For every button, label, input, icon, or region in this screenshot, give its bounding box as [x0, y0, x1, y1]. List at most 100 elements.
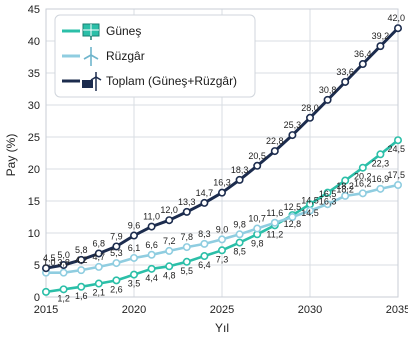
data-label: 9,6 [128, 221, 141, 231]
data-label: 3,5 [128, 279, 141, 289]
x-axis-title: Yıl [215, 321, 229, 335]
data-label: 9,0 [216, 224, 229, 234]
data-point [218, 188, 227, 197]
data-point [393, 24, 402, 33]
legend-label: Güneş [106, 24, 141, 38]
data-label: 3,8 [57, 258, 70, 268]
data-point [59, 268, 68, 277]
data-point [147, 222, 156, 231]
data-point [130, 231, 139, 240]
data-point [376, 184, 385, 193]
data-label: 18,2 [336, 185, 354, 195]
data-labels: 1,2 1,6 2,1 2,63,54,4 4,8 5,56,47,38,59,811,2… [43, 13, 405, 303]
data-point [94, 249, 103, 258]
data-label: 5,8 [75, 245, 88, 255]
solar-panel-icon [82, 23, 100, 40]
legend: Güneş Rüzgâr Toplam (Güneş+Rüzgâr) [54, 14, 256, 98]
data-point [41, 264, 50, 273]
y-tick-label: 20 [28, 164, 40, 176]
data-point [376, 42, 385, 51]
y-tick-label: 10 [28, 228, 40, 240]
data-label: 5,3 [110, 248, 123, 258]
data-point [94, 262, 103, 271]
data-label: 14,5 [301, 208, 319, 218]
data-label: 6,1 [128, 243, 141, 253]
data-point [77, 266, 86, 275]
legend-label: Rüzgâr [106, 49, 145, 63]
data-label: 17,5 [387, 170, 405, 180]
turbine-blade [90, 54, 99, 60]
data-point [59, 285, 68, 294]
data-label: 12,8 [284, 219, 302, 229]
data-point [235, 238, 244, 247]
solar-wind-icon-panel [82, 80, 93, 88]
wind-turbine-icon [83, 47, 99, 66]
data-point [130, 270, 139, 279]
data-point [112, 259, 121, 268]
data-point [393, 136, 402, 145]
data-label: 22,3 [372, 158, 390, 168]
data-label: 4,2 [75, 255, 88, 265]
data-label: 20,2 [354, 172, 372, 182]
data-point [358, 163, 367, 172]
data-point [341, 191, 350, 200]
data-point [77, 282, 86, 291]
y-tick-label: 15 [28, 196, 40, 208]
data-label: 16,5 [319, 189, 337, 199]
data-point [323, 188, 332, 197]
data-point [41, 287, 50, 296]
data-point [253, 224, 262, 233]
y-tick-label: 30 [28, 100, 40, 112]
data-label: 10,7 [248, 214, 266, 224]
solar-wind-icon-blade [90, 76, 97, 81]
data-point [112, 276, 121, 285]
data-label: 4,4 [145, 273, 158, 283]
data-label: 4,5 [43, 253, 56, 263]
data-label: 24,5 [387, 144, 405, 154]
data-label: 11,6 [266, 208, 283, 218]
data-label: 7,8 [181, 232, 194, 242]
data-label: 16,2 [354, 178, 372, 188]
data-point [130, 253, 139, 262]
data-label: 13,3 [178, 197, 196, 207]
data-label: 11,2 [266, 229, 283, 239]
data-label: 7,3 [216, 254, 229, 264]
data-label: 4,8 [163, 270, 176, 280]
y-tick-label: 0 [34, 292, 40, 304]
x-tick-label: 2015 [34, 304, 58, 316]
data-label: 2,1 [93, 288, 106, 298]
y-tick-label: 40 [28, 36, 40, 48]
data-label: 30,8 [319, 85, 337, 95]
data-point [200, 239, 209, 248]
data-point [59, 260, 68, 269]
y-tick-label: 45 [28, 4, 40, 16]
data-point [165, 262, 174, 271]
data-point [218, 246, 227, 255]
data-label: 18,2 [336, 181, 354, 191]
legend-label: Toplam (Güneş+Rüzgâr) [106, 74, 237, 88]
x-tick-label: 2020 [122, 304, 146, 316]
data-label: 39,2 [372, 31, 390, 41]
x-tick-label: 2025 [210, 304, 234, 316]
data-label: 7,9 [110, 231, 123, 241]
data-point [165, 246, 174, 255]
data-label: 14,7 [196, 188, 214, 198]
data-point [288, 213, 297, 222]
data-point [147, 250, 156, 259]
y-tick-label: 25 [28, 132, 40, 144]
data-label: 5,5 [181, 266, 194, 276]
data-label: 8,5 [233, 247, 246, 257]
data-label: 6,4 [198, 260, 211, 270]
data-label: 4,7 [93, 252, 106, 262]
data-point [305, 206, 314, 215]
solar-wind-icon-blade [95, 76, 102, 81]
data-label: 16,9 [372, 174, 390, 184]
data-point [182, 207, 191, 216]
x-tick-label: 2030 [298, 304, 322, 316]
data-point [200, 198, 209, 207]
data-point [112, 242, 121, 251]
data-label: 16,3 [319, 197, 337, 207]
data-point [393, 181, 402, 190]
